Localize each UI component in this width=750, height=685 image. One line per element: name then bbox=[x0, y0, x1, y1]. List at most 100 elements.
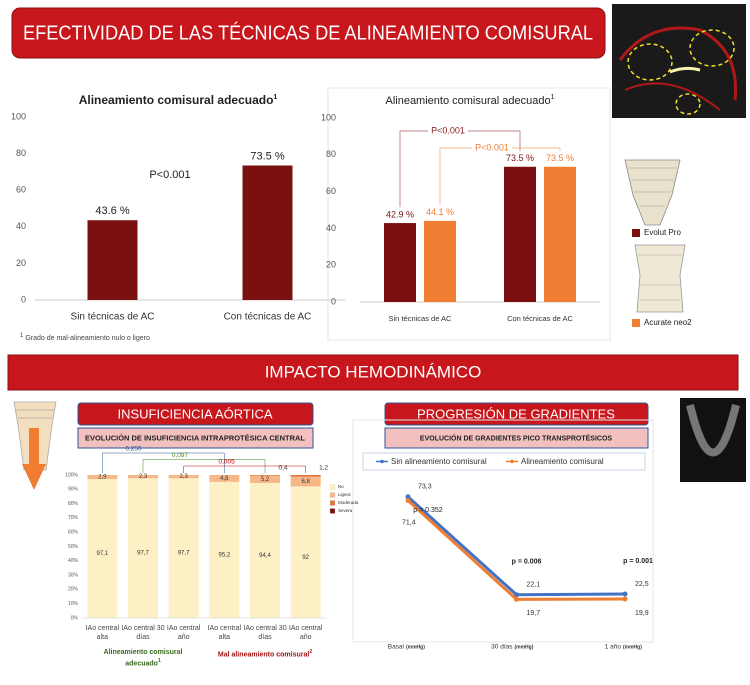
legend-dot bbox=[510, 459, 514, 464]
x-tick-label: IAo central 30 días bbox=[243, 625, 287, 641]
y-tick-label: 40 bbox=[326, 223, 336, 233]
footnote-text: Grado de mal-alineamiento nulo o ligero bbox=[25, 335, 150, 342]
value-label: 95,2 bbox=[218, 553, 230, 559]
point bbox=[405, 497, 411, 503]
legend-swatch bbox=[329, 508, 336, 514]
annotation: 0,097 bbox=[172, 452, 189, 459]
value-label: 94,4 bbox=[259, 553, 271, 559]
value-label: 1,2 bbox=[319, 465, 328, 472]
x-tick-label: 1 año bbox=[605, 644, 622, 651]
subtitle-box bbox=[384, 427, 649, 449]
value-label: 73.5 % bbox=[546, 153, 574, 163]
group-note: 2 bbox=[309, 649, 313, 655]
y-tick-label: 20 bbox=[326, 260, 336, 270]
value-label: 73.5 % bbox=[506, 153, 534, 163]
annotation: P<0.001 bbox=[431, 125, 465, 135]
value-label: 2,3 bbox=[179, 474, 188, 480]
x-tick-label: Sin técnicas de AC bbox=[389, 314, 453, 323]
header-banner bbox=[11, 7, 606, 59]
subtitle-box bbox=[77, 427, 314, 449]
chart-subtitle: EVOLUCIÓN DE GRADIENTES PICO TRANSPROTÉS… bbox=[420, 433, 612, 442]
annotation-bg bbox=[472, 142, 512, 154]
value-label: 6,8 bbox=[301, 479, 310, 485]
bar bbox=[384, 223, 416, 302]
legend-label: Ligera bbox=[338, 492, 351, 497]
bar-segment bbox=[168, 478, 199, 618]
legend-label: Evolut Pro bbox=[644, 228, 681, 237]
legend-label: Acurate neo2 bbox=[644, 318, 692, 327]
legend-swatch bbox=[632, 319, 640, 327]
legend-swatch bbox=[632, 229, 640, 237]
value-label: 73.5 % bbox=[250, 150, 284, 162]
value-label: 4,8 bbox=[220, 476, 229, 482]
point bbox=[622, 596, 628, 602]
chart-subtitle: EVOLUCIÓN DE INSUFICIENCIA INTRAPROTÉSIC… bbox=[85, 433, 306, 442]
legend-box bbox=[362, 452, 646, 471]
valve-arrow-image bbox=[13, 401, 57, 490]
bar-segment bbox=[87, 475, 118, 480]
chart-title: INSUFICIENCIA AÓRTICA bbox=[117, 406, 272, 421]
echo-image bbox=[680, 398, 746, 482]
y-tick-label: 100% bbox=[65, 472, 78, 478]
x-unit-label: (mmHg) bbox=[515, 644, 534, 650]
bar-segment bbox=[168, 475, 199, 479]
x-tick-label: 30 días bbox=[491, 644, 513, 651]
x-tick-label: Con técnicas de AC bbox=[224, 312, 312, 323]
legend-label: Severa bbox=[338, 508, 353, 513]
annotation-bg bbox=[428, 125, 468, 137]
value-label: 0,4 bbox=[278, 465, 287, 472]
x-tick-label: Sin técnicas de AC bbox=[71, 312, 155, 323]
annotation: p = 0.001 bbox=[623, 558, 653, 565]
bar bbox=[242, 165, 293, 300]
title-note: 1 bbox=[273, 94, 277, 101]
annotation: 0,005 bbox=[219, 459, 236, 466]
y-tick-label: 0 bbox=[21, 294, 26, 304]
point bbox=[514, 596, 519, 602]
y-tick-label: 50% bbox=[68, 544, 79, 550]
group-label: Alineamiento comisural adecuado1 bbox=[103, 649, 183, 668]
y-tick-label: 0 bbox=[331, 296, 336, 306]
y-tick-label: 0% bbox=[71, 615, 79, 621]
chart-title: Alineamiento comisural adecuado1 bbox=[385, 94, 554, 107]
legend-label: Alineamiento comisural bbox=[521, 457, 604, 466]
annotation: p = 0.006 bbox=[512, 559, 542, 566]
y-tick-label: 20% bbox=[68, 587, 79, 593]
bar-segment bbox=[290, 476, 321, 487]
group-label: Mal alineamiento comisural2 bbox=[217, 649, 313, 659]
y-tick-label: 40% bbox=[68, 558, 79, 564]
legend-label: Moderada bbox=[338, 500, 359, 505]
point bbox=[514, 592, 519, 598]
bar-segment bbox=[250, 483, 280, 618]
x-tick-label: IAo central alta bbox=[207, 625, 242, 641]
y-tick-label: 80% bbox=[68, 501, 79, 507]
value-label: 19,7 bbox=[527, 610, 541, 617]
x-tick-label: IAo central año bbox=[288, 625, 323, 641]
ct-image bbox=[612, 4, 746, 118]
legend-label: Sin alineamiento comisural bbox=[391, 457, 487, 466]
chart-title: PROGRESIÓN DE GRADIENTES bbox=[417, 406, 615, 421]
x-unit-label: (mmHg) bbox=[623, 644, 642, 650]
value-label: 42.9 % bbox=[386, 209, 414, 219]
chart-frame bbox=[327, 87, 611, 341]
y-tick-label: 90% bbox=[68, 487, 79, 493]
footnote-marker: 1 bbox=[20, 333, 24, 339]
bracket bbox=[183, 465, 306, 473]
value-label: 44.1 % bbox=[426, 207, 454, 217]
title-banner bbox=[77, 402, 314, 426]
value-label: 97,7 bbox=[178, 551, 190, 557]
section-banner bbox=[7, 354, 739, 391]
bracket bbox=[102, 452, 225, 473]
point bbox=[622, 591, 628, 597]
x-tick-label: Con técnicas de AC bbox=[507, 314, 573, 323]
title-text: Alineamiento comisural adecuado bbox=[79, 93, 274, 107]
section-title: IMPACTO HEMODINÁMICO bbox=[265, 362, 482, 381]
y-tick-label: 60 bbox=[326, 186, 336, 196]
value-label: 97,7 bbox=[137, 551, 149, 557]
bar bbox=[87, 220, 138, 300]
title-note: 1 bbox=[551, 94, 555, 101]
value-label: 2,3 bbox=[139, 474, 148, 480]
y-tick-label: 100 bbox=[11, 111, 26, 121]
chart-title: Alineamiento comisural adecuado1 bbox=[79, 93, 278, 107]
value-label: 5,2 bbox=[261, 477, 270, 483]
